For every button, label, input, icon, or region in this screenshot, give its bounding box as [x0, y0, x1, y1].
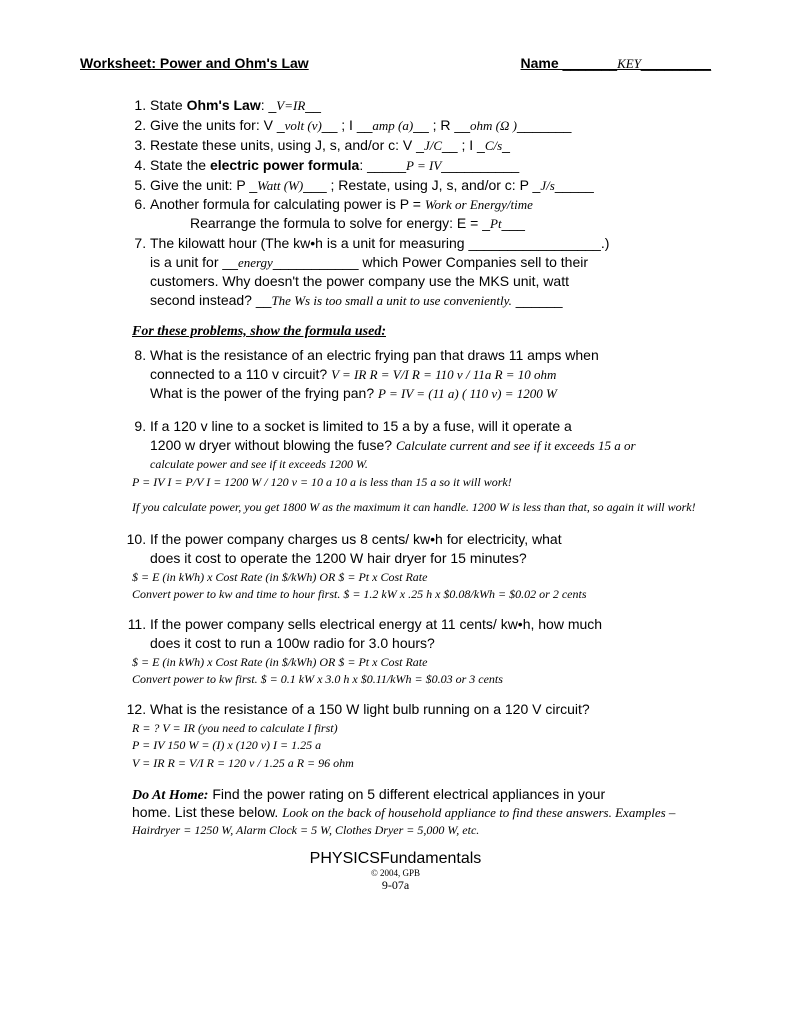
q12-solution-b: P = IV 150 W = (I) x (120 v) I = 1.25 a — [80, 738, 711, 754]
question-1: State Ohm's Law: _V=IR__ — [150, 96, 711, 115]
q11-solution-a: $ = E (in kWh) x Cost Rate (in $/kWh) OR… — [80, 655, 711, 671]
problem-list-11: If the power company sells electrical en… — [80, 615, 711, 653]
q11-solution-b: Convert power to kw first. $ = 0.1 kW x … — [80, 672, 711, 688]
question-2: Give the units for: V _volt (v)__ ; I __… — [150, 116, 711, 135]
question-6: Another formula for calculating power is… — [150, 195, 711, 233]
footer-copyright: © 2004, GPB — [80, 868, 711, 878]
question-3: Restate these units, using J, s, and/or … — [150, 136, 711, 155]
problem-list: What is the resistance of an electric fr… — [80, 346, 711, 403]
footer-title: PHYSICSFundamentals — [80, 850, 711, 868]
worksheet-title: Worksheet: Power and Ohm's Law — [80, 55, 309, 72]
q12-solution-c: V = IR R = V/I R = 120 v / 1.25 a R = 96… — [80, 756, 711, 772]
name-field: Name _______KEY_________ — [521, 55, 711, 72]
page-header: Worksheet: Power and Ohm's Law Name ____… — [80, 55, 711, 72]
q12-solution-a: R = ? V = IR (you need to calculate I fi… — [80, 721, 711, 737]
q10-solution-a: $ = E (in kWh) x Cost Rate (in $/kWh) OR… — [80, 570, 711, 586]
question-8: What is the resistance of an electric fr… — [150, 346, 711, 403]
question-9: If a 120 v line to a socket is limited t… — [150, 417, 711, 472]
question-10: If the power company charges us 8 cents/… — [150, 530, 711, 568]
question-list: State Ohm's Law: _V=IR__ Give the units … — [80, 96, 711, 310]
subheading-formulas: For these problems, show the formula use… — [80, 324, 711, 340]
q9-solution-b: If you calculate power, you get 1800 W a… — [80, 500, 711, 516]
problem-list-12: What is the resistance of a 150 W light … — [80, 700, 711, 719]
q10-solution-b: Convert power to kw and time to hour fir… — [80, 587, 711, 603]
page-footer: PHYSICSFundamentals © 2004, GPB 9-07a — [80, 850, 711, 893]
problem-list-9: If a 120 v line to a socket is limited t… — [80, 417, 711, 472]
footer-code: 9-07a — [80, 878, 711, 893]
homework-section: Do At Home: Find the power rating on 5 d… — [80, 786, 711, 839]
question-12: What is the resistance of a 150 W light … — [150, 700, 711, 719]
question-5: Give the unit: P _Watt (W)___ ; Restate,… — [150, 176, 711, 195]
question-4: State the electric power formula: _____P… — [150, 156, 711, 175]
question-7: The kilowatt hour (The kw•h is a unit fo… — [150, 234, 711, 310]
problem-list-10: If the power company charges us 8 cents/… — [80, 530, 711, 568]
question-11: If the power company sells electrical en… — [150, 615, 711, 653]
q9-solution: P = IV I = P/V I = 1200 W / 120 v = 10 a… — [80, 475, 711, 491]
